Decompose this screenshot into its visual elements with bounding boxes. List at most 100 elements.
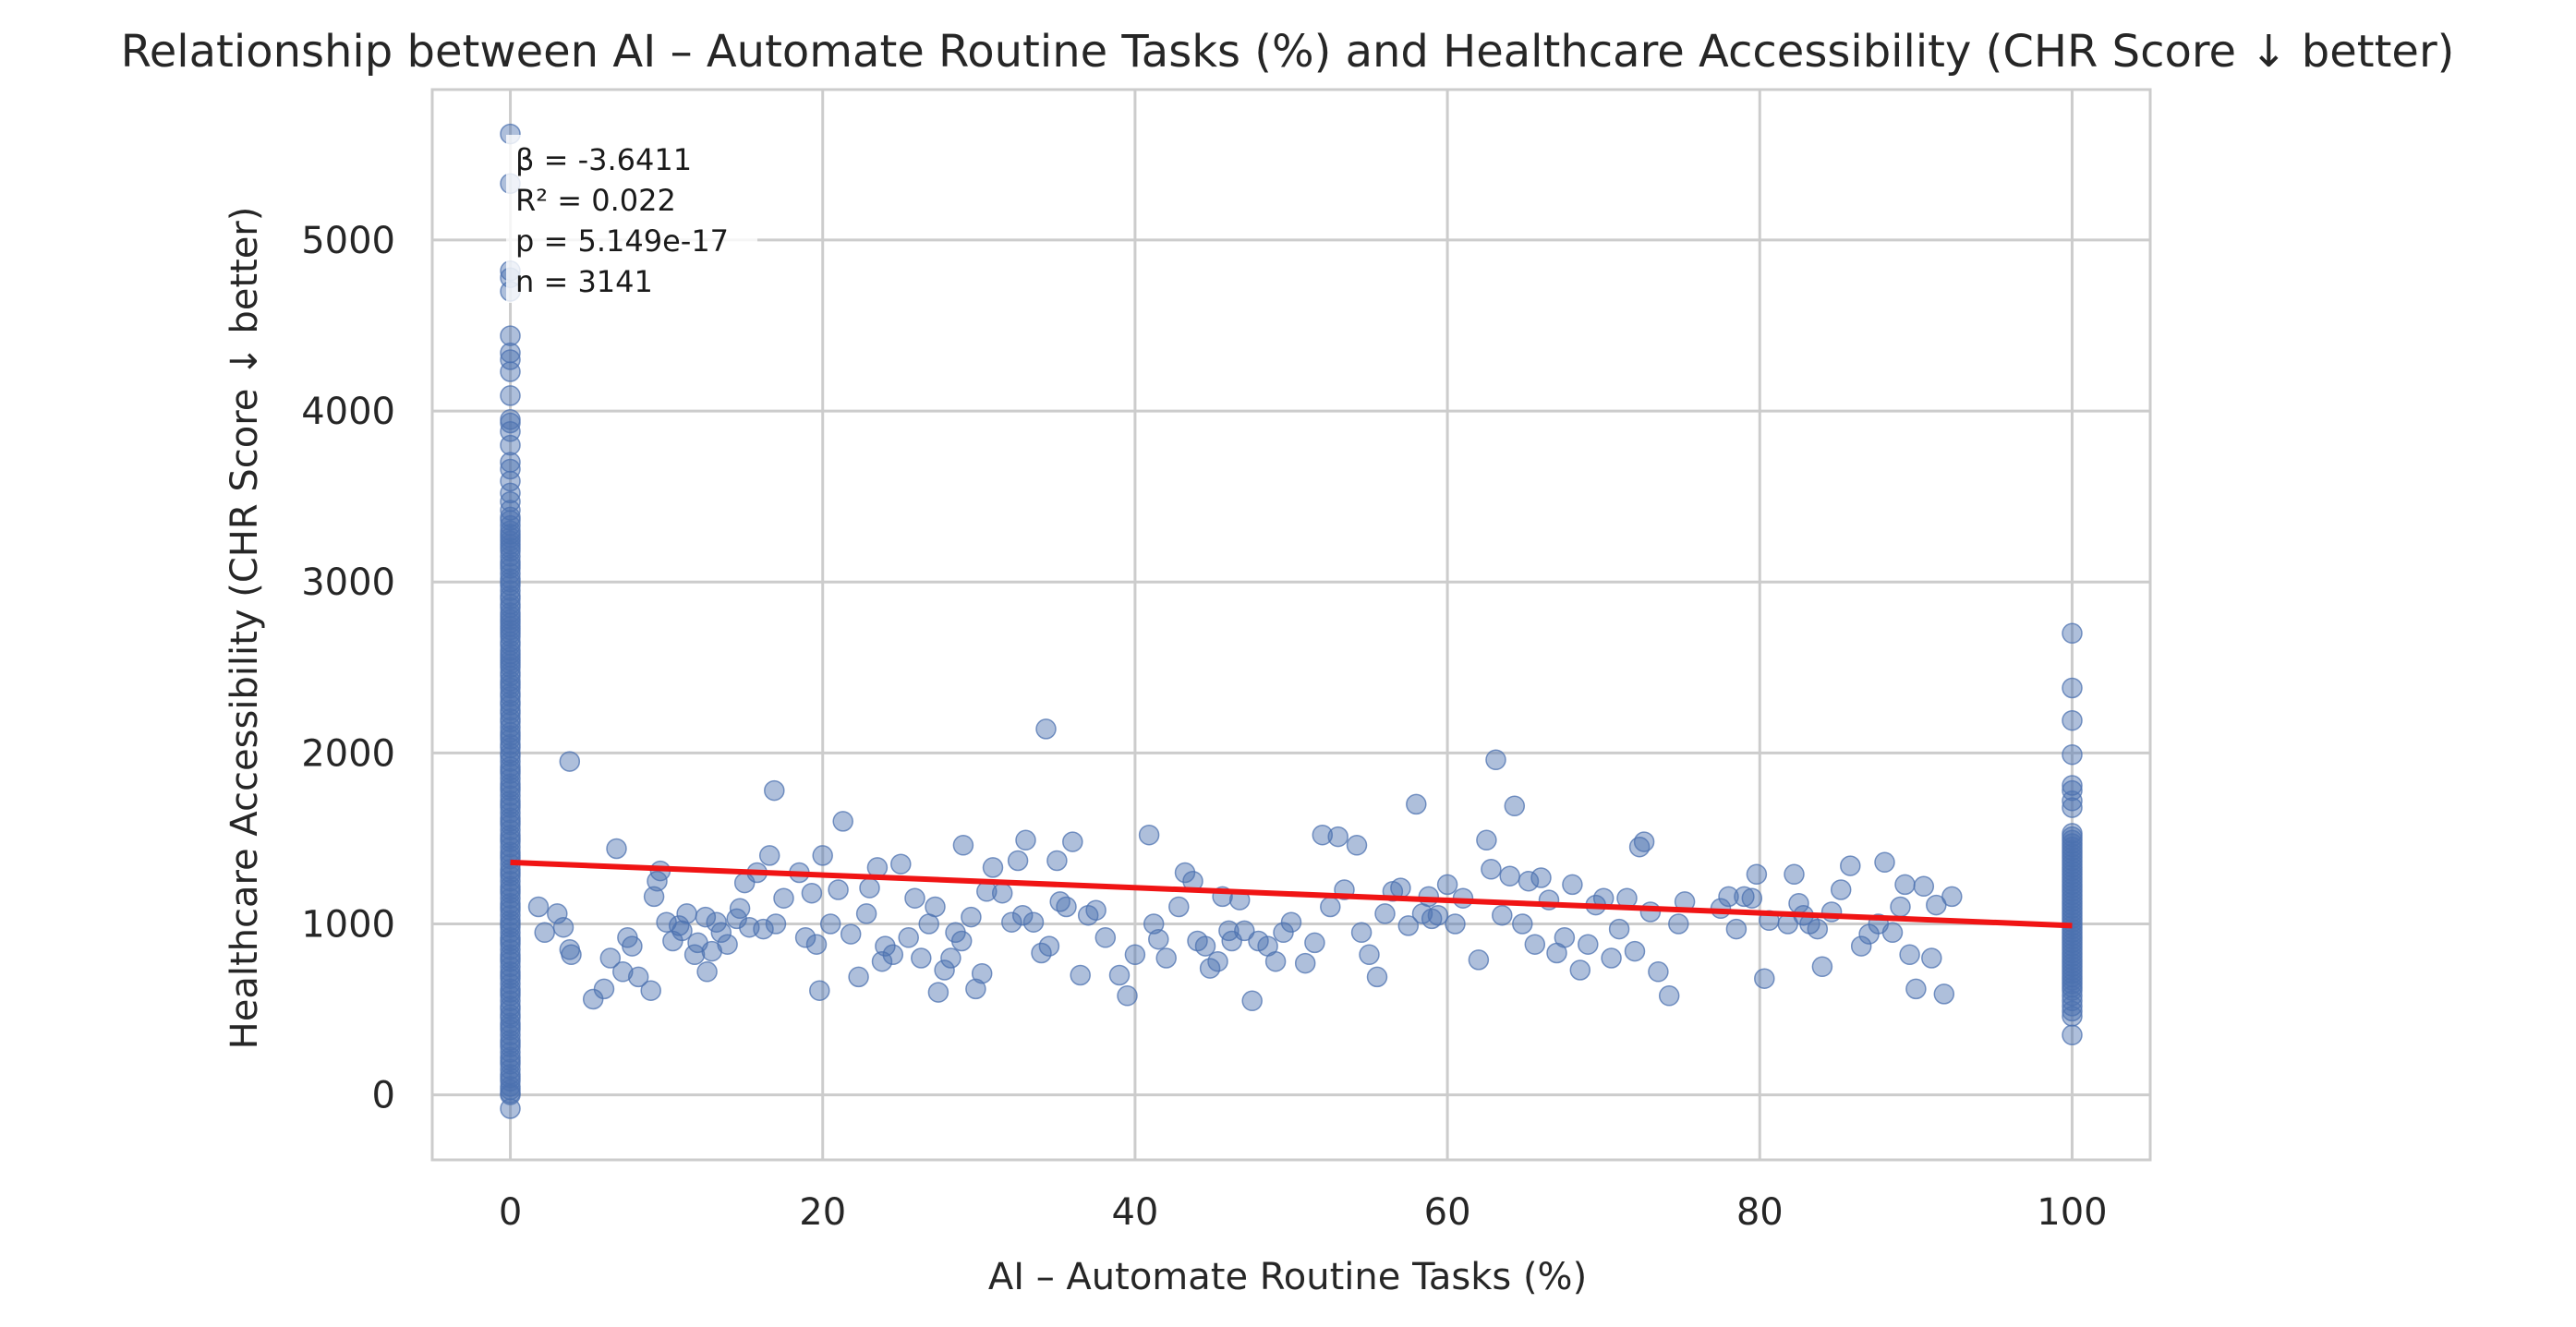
data-point [1174,862,1196,884]
data-point [500,973,521,995]
data-point [1015,829,1036,851]
data-point [2062,790,2083,812]
data-point [1734,886,1755,908]
data-point [599,947,622,969]
data-point [950,930,973,952]
data-point [1476,829,1497,851]
data-point [2062,797,2083,818]
data-point [1085,899,1107,921]
data-point [500,922,521,944]
data-point [904,887,925,909]
data-point [671,920,693,942]
data-point [1481,859,1502,880]
data-point [500,1024,521,1046]
data-point [500,665,521,687]
data-point [500,887,521,909]
data-point [1658,985,1680,1007]
data-point [1608,918,1630,940]
data-point [1390,877,1411,899]
data-point [819,913,841,935]
data-point [500,546,521,567]
scatter-points [500,123,2083,1119]
data-point [1117,985,1138,1007]
data-point [500,1058,521,1080]
data-point [2062,743,2083,766]
y-tick-label: 0 [372,1075,395,1117]
data-point [1578,934,1599,955]
data-point [871,950,893,972]
data-point [1427,904,1449,926]
data-point [961,906,982,928]
data-point [1312,824,1334,846]
data-point [1881,922,1904,944]
data-point [1320,896,1341,918]
data-point [643,886,665,908]
data-point [710,922,732,944]
data-point [1056,896,1077,918]
data-point [1648,961,1669,983]
data-point [1941,886,1963,908]
regression-line [510,859,2073,929]
data-point [696,961,718,983]
data-point [805,934,828,955]
y-tick-label: 1000 [301,904,395,947]
data-point [1124,944,1146,966]
data-point [1194,935,1216,957]
data-point [1718,886,1739,908]
data-point [764,779,785,802]
data-point [1754,968,1775,989]
data-point [1741,887,1763,909]
data-point [1397,915,1420,936]
data-point [500,349,521,370]
data-point [1899,944,1920,966]
data-point [1492,904,1513,926]
data-point [898,927,919,948]
data-point [882,944,904,966]
data-point [1436,874,1458,896]
data-point [1007,850,1029,872]
x-axis-title: AI – Automate Routine Tasks (%) [988,1256,1587,1298]
data-point [859,877,880,899]
data-point [1518,870,1540,892]
y-axis-title: Healthcare Accessibility (CHR Score ↓ be… [224,207,266,1050]
data-point [622,935,643,957]
data-point [1624,940,1646,962]
data-point [500,785,521,806]
data-point [695,906,717,928]
data-point [753,918,774,940]
data-point [765,913,787,935]
data-point [500,1007,521,1029]
data-point [1046,850,1068,872]
data-point [1406,793,1427,815]
chart-title: Relationship between AI – Automate Routi… [121,26,2455,78]
data-point [875,935,896,957]
y-tick-label: 2000 [301,732,395,775]
data-point [1840,855,1861,876]
data-point [500,767,521,790]
data-point [500,434,521,456]
stats-annotation: β = -3.6411 R² = 0.022 p = 5.149e-17 n =… [515,142,729,299]
data-point [1421,908,1443,930]
data-point [612,961,634,983]
data-point [848,966,869,988]
data-point [500,325,521,346]
data-point [1894,874,1916,896]
data-point [991,882,1013,904]
data-point [500,470,521,492]
data-point [1011,904,1034,926]
data-point [1327,826,1348,848]
data-point [1512,913,1533,935]
data-point [559,751,581,772]
data-point [1933,983,1955,1005]
data-point [971,962,993,984]
data-point [1346,835,1368,856]
data-point [1504,795,1526,817]
data-point [1148,928,1169,950]
data-point [925,896,946,918]
x-tick-label: 0 [499,1191,522,1234]
data-point [1094,927,1117,948]
data-point [2062,622,2083,645]
data-point [1280,911,1302,933]
data-point [640,980,661,1001]
data-point [500,939,521,960]
